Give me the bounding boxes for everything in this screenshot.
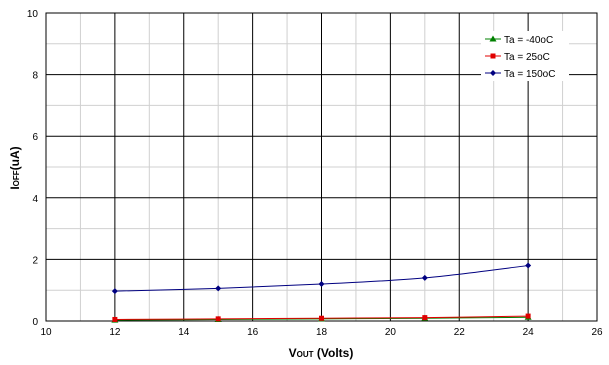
x-tick-label: 20 [385,327,397,338]
x-tick-label: 24 [523,327,535,338]
series-3 [111,262,532,295]
data-point [111,288,118,295]
data-point [525,313,531,319]
y-tick-label: 10 [27,9,39,20]
x-tick-label: 12 [109,327,121,338]
y-tick-label: 0 [32,317,38,328]
data-point [525,262,532,269]
y-tick-label: 8 [32,71,38,82]
y-tick-label: 4 [32,194,38,205]
legend-label-2: Ta = 25oC [504,52,550,63]
x-tick-label: 14 [178,327,190,338]
data-point [215,316,221,322]
y-tick-label: 6 [32,132,38,143]
legend-entry-2: Ta = 25oC [485,52,550,63]
data-point [215,285,222,292]
x-axis-title: VOUT (Volts) [289,346,354,360]
data-point [318,281,325,288]
legend: Ta = -40oC Ta = 25oC Ta = 150oC [481,31,569,81]
x-tick-label: 16 [247,327,259,338]
x-tick-label: 26 [591,327,603,338]
legend-marker-triangle-1 [489,35,497,42]
x-tick-label: 18 [316,327,328,338]
x-tick-label: 10 [40,327,52,338]
x-tick-label: 22 [454,327,466,338]
legend-marker-diamond-3 [490,70,496,76]
data-point [421,274,428,281]
legend-label-3: Ta = 150oC [504,69,555,80]
series-layer [111,262,532,323]
legend-entry-3: Ta = 150oC [485,69,555,80]
legend-entry-1: Ta = -40oC [485,35,553,46]
data-point [422,315,428,321]
y-axis-title: IOFF(uA) [8,146,22,189]
series-2 [112,313,531,322]
data-point [112,316,118,322]
data-point [319,315,324,321]
y-tick-label: 2 [32,255,38,266]
legend-marker-square-2 [490,53,496,59]
legend-label-1: Ta = -40oC [504,35,553,46]
